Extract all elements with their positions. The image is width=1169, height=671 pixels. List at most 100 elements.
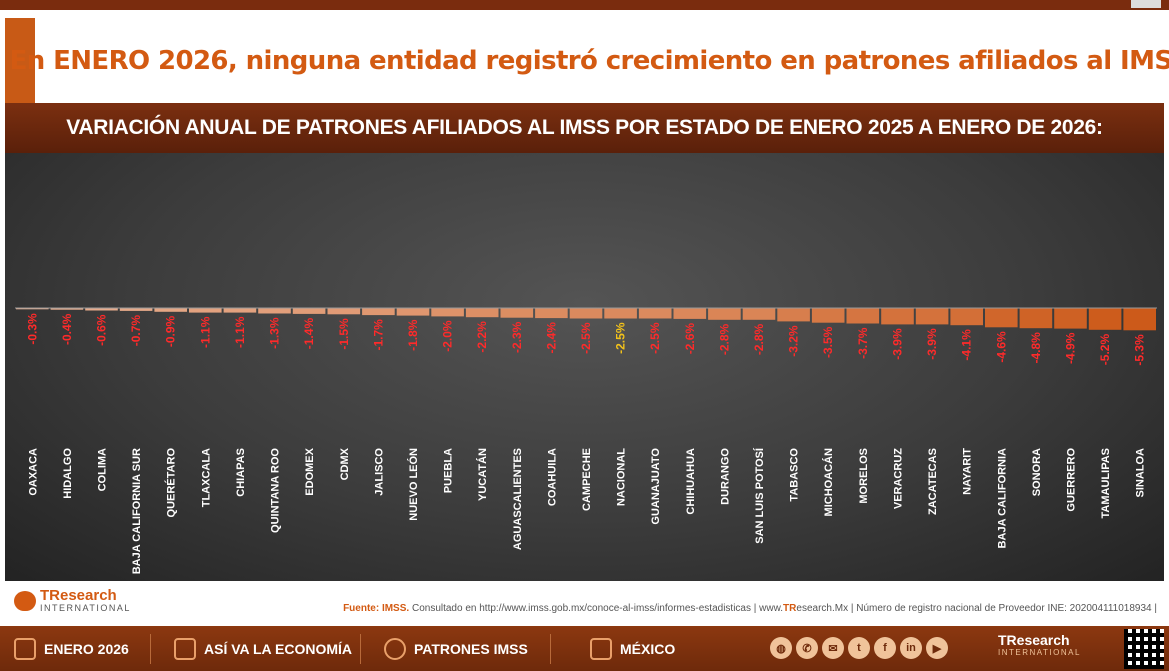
bar-michoacán	[811, 308, 845, 323]
category-label: COLIMA	[97, 448, 109, 491]
category-label: CAMPECHE	[581, 448, 593, 511]
source-label: Fuente: IMSS.	[343, 603, 410, 614]
category-label: OAXACA	[27, 448, 39, 496]
category-label: CHIHUAHUA	[685, 448, 697, 515]
source-site-bold: TR	[783, 603, 797, 614]
bar-nuevo-león	[396, 308, 430, 316]
bar-nayarit	[950, 308, 983, 326]
category-label: BAJA CALIFORNIA	[996, 448, 1008, 548]
facebook-icon[interactable]: f	[874, 637, 896, 659]
nav-item-enero[interactable]: ENERO 2026	[14, 626, 129, 671]
category-label: SINALOA	[1135, 448, 1147, 498]
data-label: -3.7%	[856, 327, 870, 359]
data-label: -2.8%	[752, 323, 766, 355]
nav-item-mexico[interactable]: MÉXICO	[590, 626, 675, 671]
category-label: TLAXCALA	[200, 448, 212, 507]
bar-oaxaca	[16, 308, 49, 310]
bar-aguascalientes	[500, 308, 534, 318]
data-label: -0.4%	[60, 313, 74, 345]
chart-title-bar: VARIACIÓN ANUAL DE PATRONES AFILIADOS AL…	[5, 103, 1164, 153]
bar-edomex	[292, 308, 326, 314]
data-label: -2.5%	[579, 322, 593, 354]
category-label: CDMX	[339, 447, 351, 480]
data-label: -5.3%	[1133, 334, 1147, 366]
brand-name: TResearch	[40, 587, 117, 604]
bar-baja-california	[985, 308, 1018, 328]
category-label: EDOMEX	[304, 447, 316, 495]
bar-coahuila	[535, 308, 568, 319]
data-label: -0.7%	[129, 315, 143, 347]
data-label: -3.5%	[821, 326, 835, 358]
category-label: DURANGO	[719, 448, 731, 505]
headline-box: En ENERO 2026, ninguna entidad registró …	[10, 18, 1169, 103]
calendar-icon	[14, 637, 36, 660]
nav-item-economia[interactable]: ASÍ VA LA ECONOMÍA	[174, 626, 352, 671]
category-label: NAYARIT	[962, 448, 974, 495]
data-label: -4.1%	[960, 329, 974, 361]
email-icon[interactable]: ✉	[822, 637, 844, 659]
bar-hidalgo	[50, 308, 84, 310]
category-label: QUERÉTARO	[165, 448, 178, 518]
category-label: MORELOS	[858, 448, 870, 504]
data-label: -0.6%	[95, 314, 109, 346]
divider	[360, 634, 361, 664]
data-label: -1.1%	[233, 316, 247, 348]
youtube-icon[interactable]: ▶	[926, 637, 948, 659]
bar-durango	[708, 308, 741, 320]
data-label: -2.5%	[614, 322, 628, 354]
category-label: BAJA CALIFORNIA SUR	[131, 448, 143, 574]
nav-label: MÉXICO	[620, 640, 676, 657]
data-label: -2.3%	[510, 321, 524, 353]
data-label: -1.8%	[406, 319, 420, 351]
chart-doc-icon	[174, 637, 196, 660]
category-label: SONORA	[1031, 448, 1043, 496]
data-label: -1.4%	[302, 318, 316, 350]
bar-sinaloa	[1123, 308, 1156, 331]
category-label: NUEVO LEÓN	[407, 448, 420, 521]
bar-puebla	[431, 308, 464, 317]
headline-banner: En ENERO 2026, ninguna entidad registró …	[5, 18, 1169, 103]
bar-querétaro	[154, 308, 187, 312]
brand-mark-icon	[14, 590, 36, 611]
divider	[150, 634, 151, 664]
twitter-icon[interactable]: t	[848, 637, 870, 659]
target-icon	[384, 637, 406, 660]
data-label: -2.0%	[441, 320, 455, 352]
linkedin-icon[interactable]: in	[900, 637, 922, 659]
bottom-bar: ENERO 2026 ASÍ VA LA ECONOMÍA PATRONES I…	[0, 626, 1169, 671]
data-label: -1.5%	[337, 318, 351, 350]
globe-icon[interactable]: ◍	[770, 637, 792, 659]
data-label: -3.2%	[787, 325, 801, 357]
category-label: JALISCO	[373, 448, 385, 496]
data-label: -2.2%	[475, 321, 489, 353]
category-label: COAHUILA	[546, 448, 558, 506]
data-label: -1.1%	[198, 316, 212, 348]
nav-label: ASÍ VA LA ECONOMÍA	[204, 640, 353, 657]
data-label: -2.6%	[683, 323, 697, 355]
qr-code	[1124, 629, 1164, 669]
nav-item-patrones[interactable]: PATRONES IMSS	[384, 626, 528, 671]
data-label: -4.9%	[1063, 332, 1077, 364]
bar-guerrero	[1054, 308, 1087, 329]
whatsapp-icon[interactable]: ✆	[796, 637, 818, 659]
bar-zacatecas	[915, 308, 949, 325]
source-site-rest: esearch.Mx | Número de registro nacional…	[796, 603, 1157, 614]
bar-cdmx	[327, 308, 361, 315]
bar-tamaulipas	[1088, 308, 1122, 330]
category-label: AGUASCALIENTES	[512, 448, 524, 550]
brand-sub-footer: INTERNATIONAL	[998, 648, 1081, 657]
brand-logo: TResearch INTERNATIONAL	[14, 588, 131, 613]
category-label: PUEBLA	[443, 448, 455, 493]
data-label: -0.3%	[25, 313, 39, 345]
bar-colima	[85, 308, 118, 311]
source-text: Consultado en http://www.imss.gob.mx/con…	[411, 603, 784, 614]
nav-label: PATRONES IMSS	[414, 640, 528, 657]
bar-quintana-roo	[258, 308, 291, 314]
bar-morelos	[846, 308, 880, 324]
category-label: NACIONAL	[616, 448, 628, 506]
bar-veracruz	[881, 308, 914, 325]
bar-yucatán	[465, 308, 499, 318]
bar-tlaxcala	[189, 308, 222, 313]
bar-nacional	[604, 308, 637, 319]
category-label: VERACRUZ	[892, 448, 904, 509]
